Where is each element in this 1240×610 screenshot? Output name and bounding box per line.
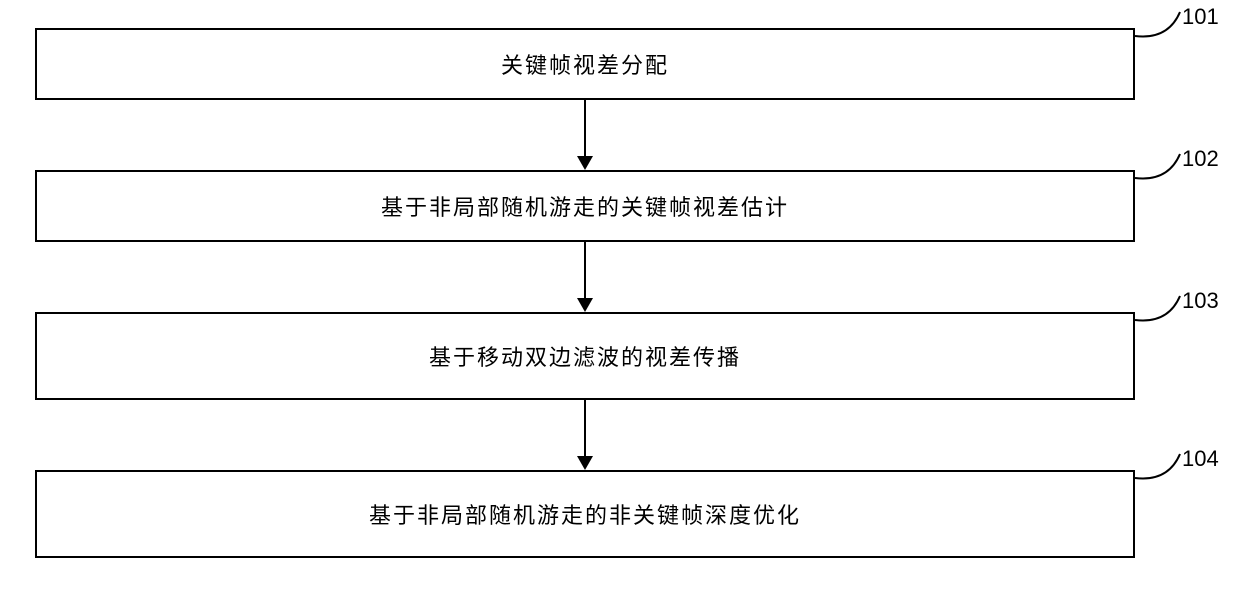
ref-number-104: 104 <box>1182 446 1219 472</box>
flowchart-canvas: 关键帧视差分配 101 基于非局部随机游走的关键帧视差估计 102 基于移动双边… <box>0 0 1240 610</box>
leader-line <box>0 0 1240 610</box>
